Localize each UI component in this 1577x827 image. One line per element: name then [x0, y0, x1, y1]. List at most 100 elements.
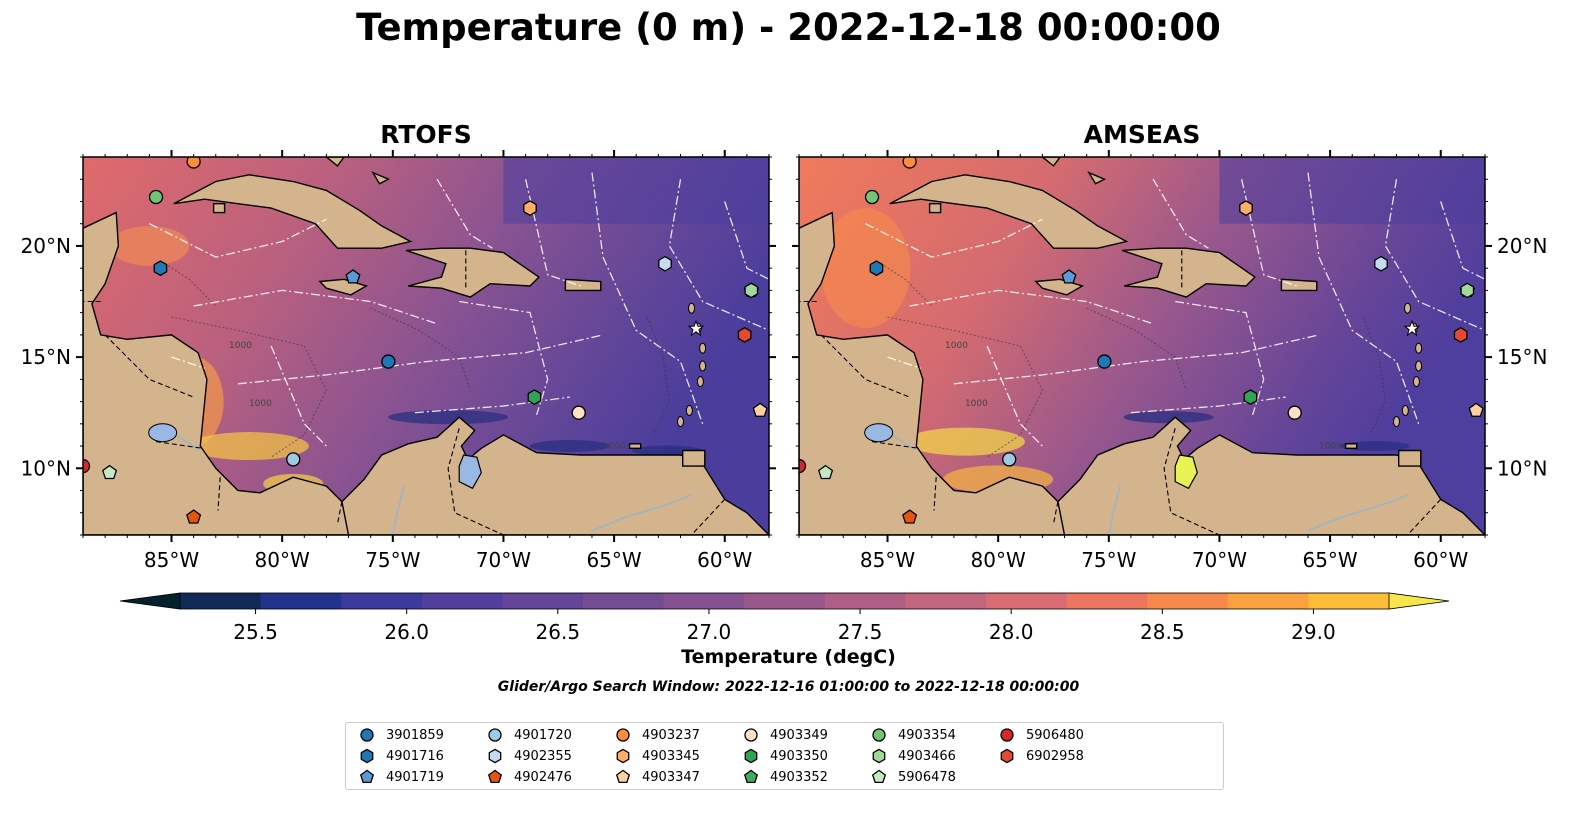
glider-star-marker[interactable] [687, 319, 705, 337]
legend-marker-5906480[interactable] [1000, 728, 1014, 742]
float-marker-4903347[interactable] [752, 402, 768, 417]
legend-marker-4901720[interactable] [488, 728, 502, 742]
legend-marker-icon [359, 769, 375, 783]
float-marker-5906480[interactable] [77, 458, 91, 474]
lon-tick-label: 75°W [1081, 548, 1136, 572]
legend-marker-4901716[interactable] [360, 748, 374, 764]
colorbar-band [502, 593, 584, 609]
legend-item-4903349[interactable]: 4903349 [740, 725, 828, 745]
lon-tick-label: 65°W [586, 548, 641, 572]
float-marker-4901716[interactable] [153, 260, 168, 277]
land-trinidad [682, 449, 706, 467]
legend-marker-4903350[interactable] [744, 748, 758, 764]
legend-item-4901716[interactable]: 4901716 [356, 746, 444, 766]
legend-marker-6902958[interactable] [1000, 748, 1014, 764]
float-marker-4901719[interactable] [1061, 269, 1077, 284]
legend-item-5906480[interactable]: 5906480 [996, 725, 1084, 745]
land-southam [1057, 416, 1485, 535]
float-marker-4902355[interactable] [658, 255, 672, 272]
float-marker-4903352[interactable] [743, 282, 759, 297]
legend-marker-4903347[interactable] [615, 769, 631, 783]
legend-marker-icon [872, 728, 886, 742]
legend-item-4902476[interactable]: 4902476 [484, 767, 572, 787]
float-marker-4903354[interactable] [864, 189, 880, 205]
float-marker-4901716[interactable] [869, 260, 884, 277]
legend-item-4903466[interactable]: 4903466 [868, 746, 956, 766]
float-marker-4903350[interactable] [1243, 389, 1258, 406]
legend-item-4903347[interactable]: 4903347 [612, 767, 700, 787]
map-rtofs[interactable]: 1000 1000 1000 85°W 80°W 75°W 70°W 65°W 60°W 10°N… [21, 150, 1190, 572]
legend-item-4903350[interactable]: 4903350 [740, 746, 828, 766]
legend-item-4903237[interactable]: 4903237 [612, 725, 700, 745]
lon-tick-label: 60°W [697, 548, 752, 572]
float-marker-4902355[interactable] [1374, 255, 1388, 272]
legend-item-3901859[interactable]: 3901859 [356, 725, 444, 745]
float-marker-5906480[interactable] [793, 458, 807, 474]
float-marker-5906478[interactable] [817, 464, 834, 480]
float-marker-4903350[interactable] [527, 389, 542, 406]
legend-marker-icon [360, 748, 374, 764]
float-marker-4903345[interactable] [1239, 200, 1253, 217]
legend-label: 4903345 [642, 748, 700, 764]
float-marker-6902958[interactable] [1453, 326, 1468, 343]
legend-marker-icon [488, 728, 502, 742]
legend-item-4903354[interactable]: 4903354 [868, 725, 956, 745]
legend-marker-5906478[interactable] [871, 769, 887, 783]
legend-marker-4903349[interactable] [744, 728, 758, 742]
legend-marker-4902476[interactable] [487, 769, 503, 783]
float-marker-4903345[interactable] [523, 200, 537, 217]
float-marker-4903466[interactable] [744, 282, 759, 299]
float-marker-4903349[interactable] [1287, 405, 1302, 420]
contour-label: 1000 [1319, 441, 1342, 451]
legend-marker-4903352[interactable] [743, 769, 759, 783]
land [83, 157, 769, 535]
float-marker-4903352[interactable] [1459, 282, 1475, 297]
float-marker-3901859[interactable] [1097, 354, 1112, 369]
legend-marker-4903466[interactable] [872, 748, 886, 764]
legend-marker-icon [744, 728, 758, 742]
float-marker-6902958[interactable] [737, 326, 752, 343]
legend-marker-icon [744, 748, 758, 764]
float-marker-5906478[interactable] [101, 464, 118, 480]
float-marker-4902476[interactable] [902, 509, 918, 524]
map-amseas[interactable]: 1000 1000 1000 85°W 80°W 75°W 70°W 65°W 60°W 10°N… [792, 150, 1577, 572]
legend-marker-icon [616, 728, 630, 742]
land-isla [928, 202, 942, 214]
float-marker-4903349[interactable] [571, 405, 586, 420]
legend-item-4902355[interactable]: 4902355 [484, 746, 572, 766]
float-markers[interactable] [77, 155, 768, 524]
legend-item-6902958[interactable]: 6902958 [996, 746, 1084, 766]
float-marker-4901719[interactable] [345, 269, 361, 284]
land-trinidad [1397, 449, 1422, 467]
colorbar-band [1308, 593, 1390, 609]
legend-item-5906478[interactable]: 5906478 [868, 767, 956, 787]
float-marker-4901720[interactable] [1002, 452, 1017, 467]
legend-marker-icon [616, 748, 630, 764]
float-marker-4901720[interactable] [286, 452, 301, 467]
colorbar-band [663, 593, 745, 609]
legend-marker-3901859[interactable] [360, 728, 374, 742]
legend-marker-4902355[interactable] [488, 748, 502, 764]
legend-marker-4903345[interactable] [616, 748, 630, 764]
legend-marker-4903354[interactable] [872, 728, 886, 742]
float-marker-4902476[interactable] [186, 509, 202, 524]
float-marker-4903354[interactable] [148, 189, 164, 205]
legend-item-4903345[interactable]: 4903345 [612, 746, 700, 766]
float-markers[interactable] [793, 155, 1484, 524]
float-marker-4903237[interactable] [902, 155, 917, 169]
land-isla [212, 202, 226, 214]
legend-label: 4903237 [642, 727, 700, 743]
legend-label: 3901859 [386, 727, 444, 743]
float-marker-4903347[interactable] [1468, 402, 1484, 417]
legend-item-4901719[interactable]: 4901719 [356, 767, 444, 787]
legend-item-4903352[interactable]: 4903352 [740, 767, 828, 787]
lon-tick-label: 80°W [971, 548, 1026, 572]
float-marker-3901859[interactable] [381, 354, 396, 369]
glider-star-marker[interactable] [1403, 319, 1421, 337]
legend-marker-4901719[interactable] [359, 769, 375, 783]
legend-marker-4903237[interactable] [616, 728, 630, 742]
legend-item-4901720[interactable]: 4901720 [484, 725, 572, 745]
search-window-note: Glider/Argo Search Window: 2022-12-16 01… [497, 679, 1080, 695]
float-marker-4903237[interactable] [186, 155, 201, 169]
float-marker-4903466[interactable] [1460, 282, 1475, 299]
